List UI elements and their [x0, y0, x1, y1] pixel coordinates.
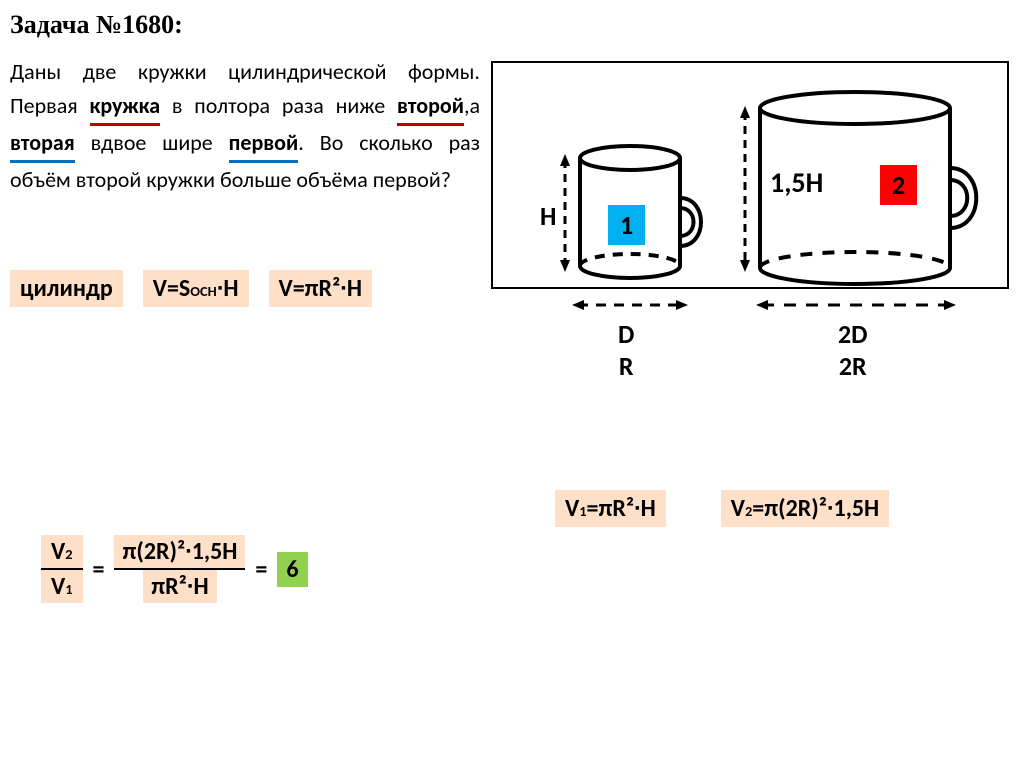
- text-sub: 1: [65, 580, 72, 598]
- text: V=S: [153, 274, 191, 303]
- frac-num: V2: [41, 535, 83, 570]
- text: V: [51, 572, 65, 601]
- text-sub: 2: [65, 545, 72, 563]
- badge-v-base: V=SОСН∙H: [143, 270, 249, 307]
- text: R: [619, 350, 634, 382]
- dim-h: H: [540, 200, 556, 232]
- dim-2d: 2D 2R: [838, 318, 868, 382]
- word-kruzhka: кружка: [90, 89, 161, 126]
- equals-1: =: [93, 555, 105, 584]
- task-title: Задача №1680:: [10, 10, 1014, 40]
- text: в полтора раза ниже: [160, 92, 397, 119]
- badge-v2: V2=π(2R)²∙1,5H: [721, 490, 889, 527]
- text: =π(2R)²∙1,5H: [752, 494, 879, 523]
- text: =πR²∙H: [587, 494, 656, 523]
- frac-right: π(2R)²∙1,5H πR²∙H: [114, 535, 245, 603]
- frac-num-right: π(2R)²∙1,5H: [114, 535, 245, 570]
- equals-2: =: [255, 555, 267, 584]
- volume-formulas: V1=πR²∙H V2=π(2R)²∙1,5H: [555, 490, 889, 527]
- text-sub: 1: [579, 502, 586, 520]
- word-pervoy: первой: [229, 126, 299, 163]
- label-mug-1: 1: [608, 205, 645, 245]
- badge-v1: V1=πR²∙H: [555, 490, 666, 527]
- badge-cylinder: цилиндр: [10, 270, 123, 307]
- frac-den: V1: [41, 570, 83, 603]
- text-sub: ОСН: [190, 282, 216, 300]
- answer-value: 6: [277, 552, 307, 587]
- diagram: 1 2 H 1,5H D R 2D 2R: [490, 60, 1010, 400]
- word-vtoroy: второй: [397, 89, 464, 126]
- mugs-svg: [490, 60, 1010, 320]
- ratio-expression: V2 V1 = π(2R)²∙1,5H πR²∙H = 6: [35, 535, 308, 603]
- text: ,а: [464, 92, 480, 119]
- text: ∙H: [217, 274, 239, 303]
- text: V: [731, 494, 745, 523]
- badge-v-pir: V=πR²∙H: [269, 270, 372, 307]
- text: 2D: [838, 318, 868, 350]
- frac-den-right: πR²∙H: [143, 570, 216, 603]
- text: D: [618, 318, 634, 350]
- text: 2R: [839, 350, 867, 382]
- text: V: [51, 537, 65, 566]
- problem-text: Даны две кружки цилиндрической формы. Пе…: [10, 55, 480, 197]
- text: V: [565, 494, 579, 523]
- dim-1-5h: 1,5H: [770, 165, 823, 200]
- text: вдвое шире: [75, 129, 229, 156]
- dim-d: D R: [618, 318, 634, 382]
- word-vtoraya: вторая: [10, 126, 75, 163]
- frac-left: V2 V1: [41, 535, 83, 603]
- formula-row: цилиндр V=SОСН∙H V=πR²∙H: [10, 270, 372, 307]
- label-mug-2: 2: [880, 165, 917, 205]
